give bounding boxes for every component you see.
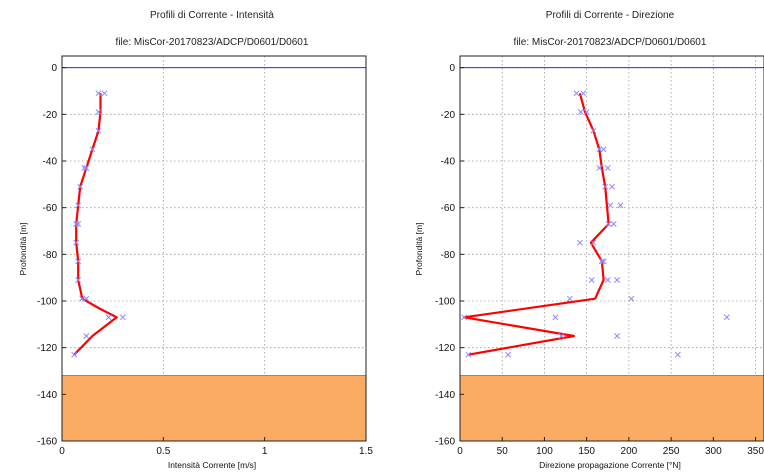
- x-tick-label: 1: [262, 446, 268, 457]
- data-point: [75, 202, 82, 209]
- data-point: [610, 221, 617, 227]
- data-point: [628, 295, 635, 302]
- data-point: [71, 351, 78, 358]
- y-tick-label: -80: [43, 250, 58, 261]
- seabed-area: [459, 375, 764, 442]
- data-point: [600, 146, 607, 153]
- chart-title: Profili di Corrente - Direzione: [546, 10, 675, 21]
- data-point: [723, 314, 730, 321]
- data-point: [609, 183, 615, 190]
- plot-frame: [459, 55, 764, 442]
- x-axis-label: Direzione propagazione Corrente [°N]: [539, 460, 681, 470]
- data-point: [596, 165, 603, 171]
- data-point: [83, 333, 90, 339]
- data-point: [576, 239, 583, 246]
- y-axis-label: Profondità [m]: [18, 223, 28, 276]
- y-tick-label: 0: [449, 63, 455, 74]
- y-tick-label: -160: [435, 437, 455, 448]
- data-point: [580, 90, 587, 97]
- data-point: [596, 146, 603, 153]
- series-line: [73, 93, 118, 356]
- data-point: [583, 109, 590, 115]
- data-point: [605, 221, 612, 227]
- data-point: [83, 295, 90, 302]
- y-tick-label: -60: [441, 203, 456, 214]
- data-point: [83, 165, 90, 171]
- data-point: [465, 351, 472, 358]
- x-tick-label: 350: [747, 446, 764, 457]
- data-point: [75, 221, 82, 227]
- data-point: [674, 351, 681, 358]
- x-axis-label: Intensità Corrente [m/s]: [168, 460, 256, 470]
- y-tick-label: 0: [51, 63, 57, 74]
- plot-frame: [61, 55, 367, 442]
- y-tick-label: -20: [441, 110, 456, 121]
- data-point: [75, 258, 82, 265]
- data-point: [119, 314, 126, 321]
- data-point: [105, 314, 112, 321]
- data-point: [590, 239, 597, 246]
- x-tick-label: 300: [705, 446, 722, 457]
- data-point: [614, 277, 621, 283]
- data-point: [614, 333, 621, 339]
- seabed-area: [61, 375, 367, 442]
- plot-area: 0 0.5 1 1.5 0 -20 -40 -60 -80 -100 -120 -140 -160: [37, 55, 373, 457]
- y-tick-label: -140: [37, 390, 57, 401]
- data-point: [588, 277, 595, 283]
- y-tick-label: -120: [435, 343, 455, 354]
- data-point: [602, 183, 609, 190]
- y-tick-label: -40: [43, 157, 58, 168]
- y-tick-label: -20: [43, 110, 58, 121]
- data-point: [75, 277, 82, 283]
- x-tick-label: 250: [663, 446, 680, 457]
- chart-subtitle: file: MisCor-20170823/ADCP/D0601/D0601: [514, 37, 707, 48]
- data-point: [558, 333, 565, 339]
- y-tick-label: -80: [441, 250, 456, 261]
- y-tick-label: -100: [435, 297, 455, 308]
- data-point: [81, 165, 88, 171]
- x-tick-label: 150: [578, 446, 595, 457]
- chart-direction: Profili di Corrente - Direzione file: Mi…: [414, 10, 764, 470]
- data-point: [95, 127, 102, 134]
- x-tick-label: 0: [59, 446, 65, 457]
- data-point: [607, 202, 614, 209]
- x-tick-label: 50: [497, 446, 509, 457]
- data-point: [552, 314, 559, 321]
- y-tick-label: -140: [435, 390, 455, 401]
- x-tick-label: 0: [457, 446, 463, 457]
- data-point: [77, 183, 84, 190]
- x-tick-label: 0.5: [156, 446, 170, 457]
- data-point: [505, 351, 512, 358]
- chart-title: Profili di Corrente - Intensità: [150, 10, 274, 21]
- data-point: [604, 165, 611, 171]
- data-point: [89, 146, 96, 153]
- data-point: [577, 109, 584, 115]
- y-tick-label: -120: [37, 343, 57, 354]
- plot-area: 0 50 100 150 200 250 300 350 0 -20 -40 -60 -80 -100 -1…: [435, 55, 764, 457]
- y-tick-label: -60: [43, 203, 58, 214]
- y-tick-label: -100: [37, 297, 57, 308]
- y-tick-label: -160: [37, 437, 57, 448]
- data-point: [566, 295, 573, 302]
- data-point: [73, 221, 80, 227]
- data-point: [600, 258, 607, 265]
- chart-subtitle: file: MisCor-20170823/ADCP/D0601/D0601: [116, 37, 309, 48]
- data-point: [604, 277, 611, 283]
- y-tick-label: -40: [441, 157, 456, 168]
- data-point: [101, 90, 108, 97]
- x-tick-label: 200: [621, 446, 638, 457]
- data-point: [573, 90, 580, 97]
- data-point: [73, 239, 80, 246]
- chart-intensity: Profili di Corrente - Intensità file: Mi…: [18, 10, 373, 470]
- data-point: [95, 109, 102, 115]
- data-point: [590, 127, 597, 134]
- data-point: [461, 314, 468, 321]
- data-point: [617, 202, 624, 209]
- y-axis-label: Profondità [m]: [414, 223, 424, 276]
- x-tick-label: 1.5: [359, 446, 373, 457]
- data-point: [95, 90, 102, 97]
- data-point: [598, 258, 605, 265]
- x-tick-label: 100: [536, 446, 553, 457]
